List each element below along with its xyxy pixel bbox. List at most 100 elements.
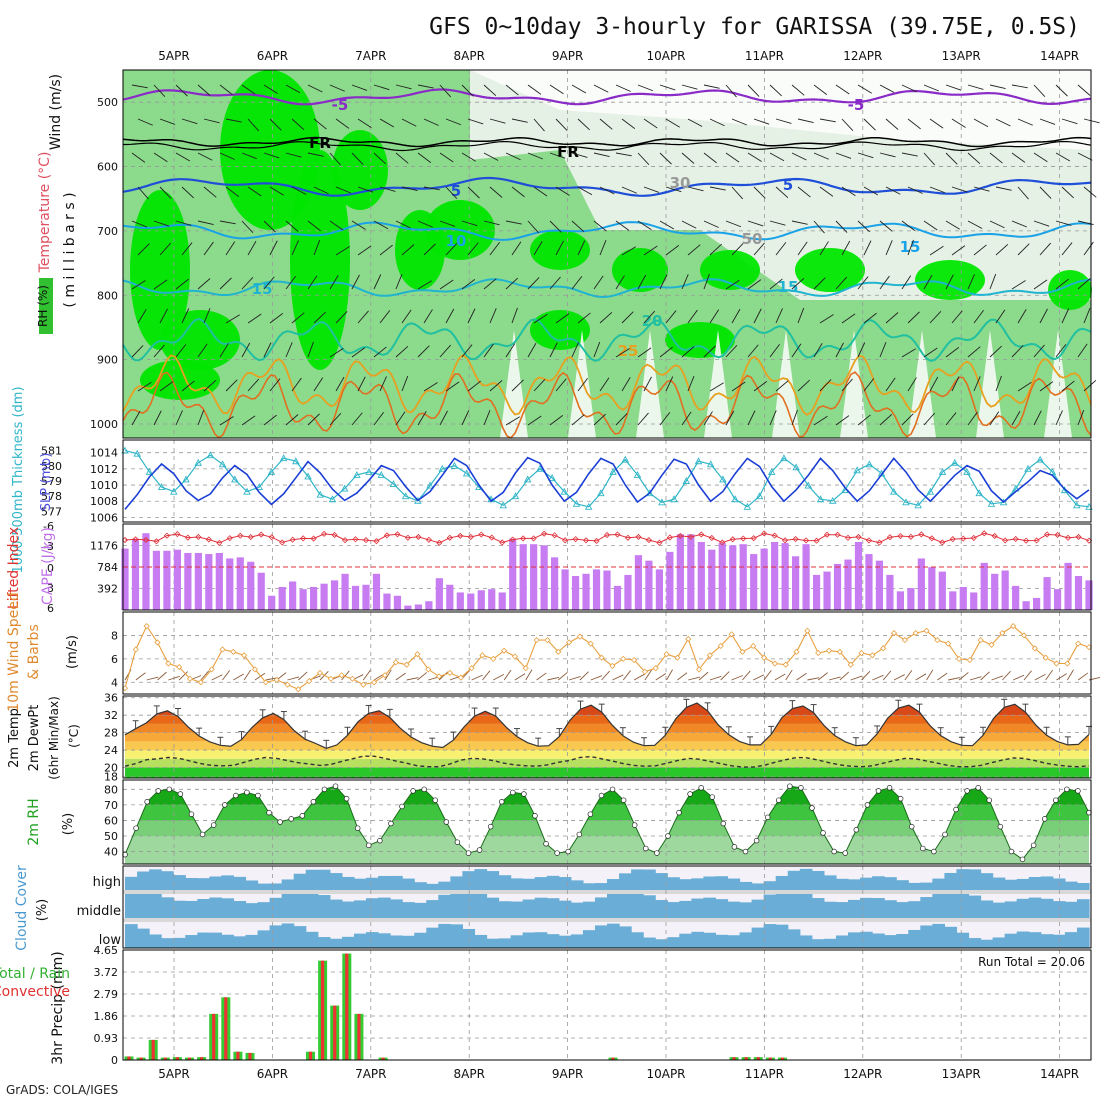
cloud-bar — [944, 894, 958, 918]
cloud-bar — [341, 876, 355, 890]
wind-barb — [175, 84, 188, 97]
wind-barb — [159, 242, 172, 256]
cloud-bar — [293, 926, 307, 948]
wind-barb — [1061, 308, 1070, 324]
wind-barb — [615, 84, 631, 92]
lifted-index-marker — [981, 530, 988, 537]
cloud-bar — [402, 878, 415, 890]
dry-spike — [1044, 330, 1072, 438]
wind-barb — [1083, 379, 1097, 392]
cape-bar — [582, 573, 590, 610]
cloud-bar — [281, 879, 295, 890]
cloud-bar — [619, 926, 632, 948]
thickness-marker — [926, 487, 935, 495]
surface-wind-barb — [243, 669, 252, 681]
cape-bar — [540, 545, 548, 610]
wind-speed-marker — [1031, 645, 1038, 652]
wind-barb — [615, 275, 625, 290]
wind-barb — [945, 84, 962, 91]
wind-barb — [885, 377, 896, 392]
thickness-marker — [1073, 501, 1081, 509]
thickness-marker — [804, 481, 813, 489]
panel-ylabel: (%) — [35, 899, 50, 922]
wind-barb — [687, 118, 703, 127]
wind-barb — [989, 152, 1003, 164]
wind-barb — [489, 380, 503, 392]
wind-barb — [153, 410, 162, 426]
wind-barb — [879, 152, 896, 158]
wind-barb — [973, 186, 990, 192]
cape-tick: 1176 — [90, 540, 118, 553]
cape-bar — [949, 591, 957, 610]
wind-barb — [725, 84, 737, 98]
thickness-marker — [767, 467, 776, 475]
wind-barb — [593, 341, 601, 358]
rh-marker — [687, 791, 693, 797]
wind-speed-marker — [1010, 622, 1017, 630]
cloud-bar — [245, 903, 259, 918]
li-tick: -6 — [43, 520, 54, 533]
wind-barb — [489, 241, 500, 256]
wind-barb — [945, 412, 957, 426]
wind-barb — [549, 342, 558, 358]
wind-barb — [533, 118, 545, 132]
lifted-index-marker — [383, 532, 391, 539]
wind-barb — [1039, 308, 1048, 324]
wind-barb — [951, 186, 968, 193]
wind-speed-marker — [360, 681, 367, 688]
cloud-bar — [125, 894, 138, 918]
lifted-index-marker — [530, 535, 537, 542]
precip-convective-bar — [744, 1057, 748, 1060]
cloud-bar — [257, 902, 271, 918]
wind-barb — [395, 345, 409, 358]
wind-barb — [555, 118, 568, 131]
rh-marker — [853, 827, 860, 833]
wind-barb — [703, 345, 716, 358]
surface-wind-barb — [622, 670, 631, 681]
cloud-bar — [1028, 932, 1042, 948]
cloud-bar — [353, 900, 367, 918]
wind-barb — [461, 410, 470, 426]
wind-speed-marker — [327, 675, 334, 682]
cloud-bar — [932, 894, 945, 918]
lifted-index-marker — [509, 536, 516, 543]
cloud-bar — [233, 936, 247, 948]
wind-barb — [879, 220, 893, 232]
cloud-bar — [534, 897, 548, 918]
thickness-marker — [670, 495, 678, 503]
wind-barb — [797, 118, 814, 124]
surface-wind-barb — [882, 670, 892, 681]
wind-barb — [753, 118, 770, 125]
wind-barb — [533, 186, 548, 197]
lifted-index-marker — [300, 535, 307, 542]
rh-marker — [809, 805, 815, 811]
wind-speed-marker — [490, 655, 497, 662]
panel-labels: Wind (m/s) Temperature (°C) RH (%) ( m i l … — [0, 74, 81, 1065]
cloud-bar — [799, 868, 813, 890]
rh-marker — [643, 845, 649, 852]
wind-barb — [203, 241, 214, 256]
surface-wind-barb — [157, 671, 167, 681]
wind-barb — [285, 342, 293, 358]
wind-barb — [1039, 381, 1054, 392]
cloud-bar — [763, 881, 777, 890]
cloud-bar — [233, 901, 247, 918]
rh-marker — [221, 802, 228, 808]
rh-marker — [1008, 848, 1015, 855]
cloud-bar — [643, 937, 656, 948]
wind-speed-marker — [685, 635, 692, 643]
wind-barb — [1055, 152, 1071, 162]
cape-bar — [823, 571, 831, 610]
wind-barb — [593, 220, 607, 232]
cloud-bar — [799, 894, 813, 918]
wind-speed-marker — [793, 648, 800, 655]
cloud-bar — [474, 934, 488, 948]
thickness-marker — [231, 475, 239, 483]
precip-tick: 4.65 — [94, 944, 119, 957]
cloud-bar — [1064, 932, 1078, 948]
rh-legend-swatch — [39, 278, 53, 334]
wind-barb — [555, 378, 567, 392]
wind-speed-marker — [977, 637, 984, 644]
wind-barb — [967, 346, 981, 358]
panel-ylabel: 2m RH — [26, 798, 42, 845]
